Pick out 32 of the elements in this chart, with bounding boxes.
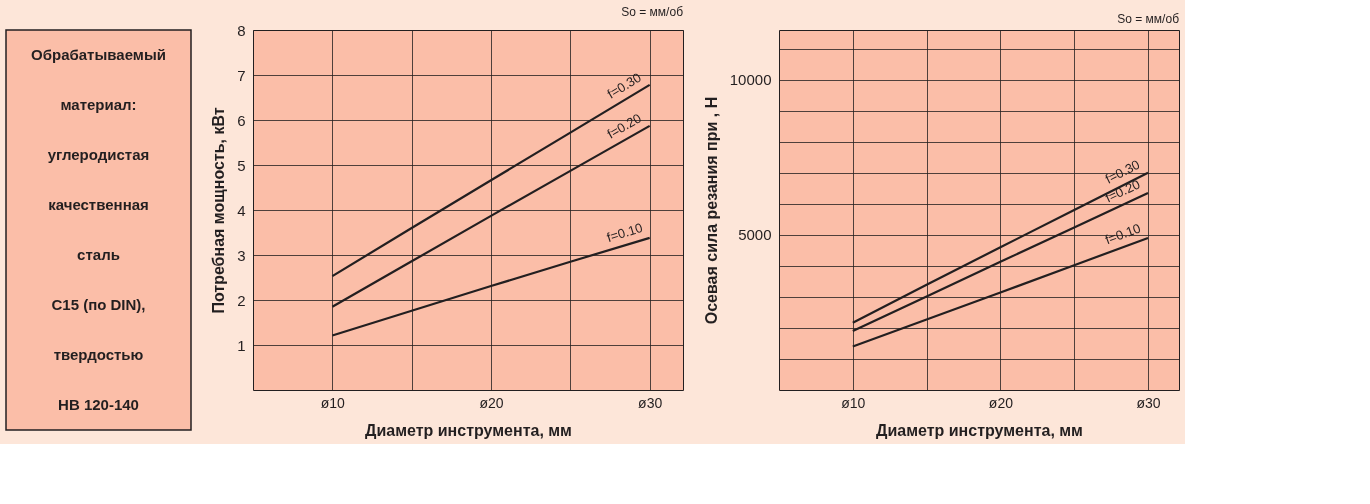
y-tick-label: 8 — [237, 21, 246, 39]
x-axis-title: Диаметр инструмента, мм — [365, 421, 572, 439]
y-tick-label: 4 — [237, 201, 246, 219]
text: HB 120-140 — [58, 396, 139, 413]
text: C15 (по DIN), — [51, 296, 146, 313]
y-tick-label: 10000 — [729, 71, 772, 89]
x-tick-label: ø30 — [638, 394, 663, 411]
text: сталь — [77, 246, 120, 263]
text: углеродистая — [47, 146, 150, 163]
y-tick-label: 1 — [237, 336, 246, 354]
text: So = мм/об — [621, 5, 684, 19]
x-tick-label: ø10 — [841, 394, 866, 411]
text: материал: — [60, 96, 137, 113]
x-axis-title: Диаметр инструмента, мм — [876, 421, 1083, 439]
x-tick-label: ø20 — [479, 394, 504, 411]
text: твердостью — [53, 346, 144, 363]
x-tick-label: ø20 — [988, 394, 1014, 411]
y-tick-label: 6 — [237, 111, 246, 129]
text: So = мм/об — [1117, 12, 1180, 26]
y-axis-title: Осевая сила резания при , Н — [702, 96, 720, 325]
text: f=0.10 — [605, 219, 645, 246]
x-tick-label: ø30 — [1136, 394, 1161, 411]
y-tick-label: 5 — [237, 156, 246, 174]
text: Обрабатываемый — [31, 46, 166, 63]
y-tick-label: 3 — [237, 246, 246, 264]
y-tick-label: 7 — [237, 66, 246, 84]
y-tick-label: 5000 — [738, 226, 772, 244]
x-tick-label: ø10 — [320, 394, 346, 411]
y-tick-label: 2 — [237, 291, 246, 309]
y-axis-title: Потребная мощность, кВт — [210, 107, 228, 314]
text: f=0.10 — [1103, 220, 1143, 248]
text: качественная — [48, 196, 149, 213]
